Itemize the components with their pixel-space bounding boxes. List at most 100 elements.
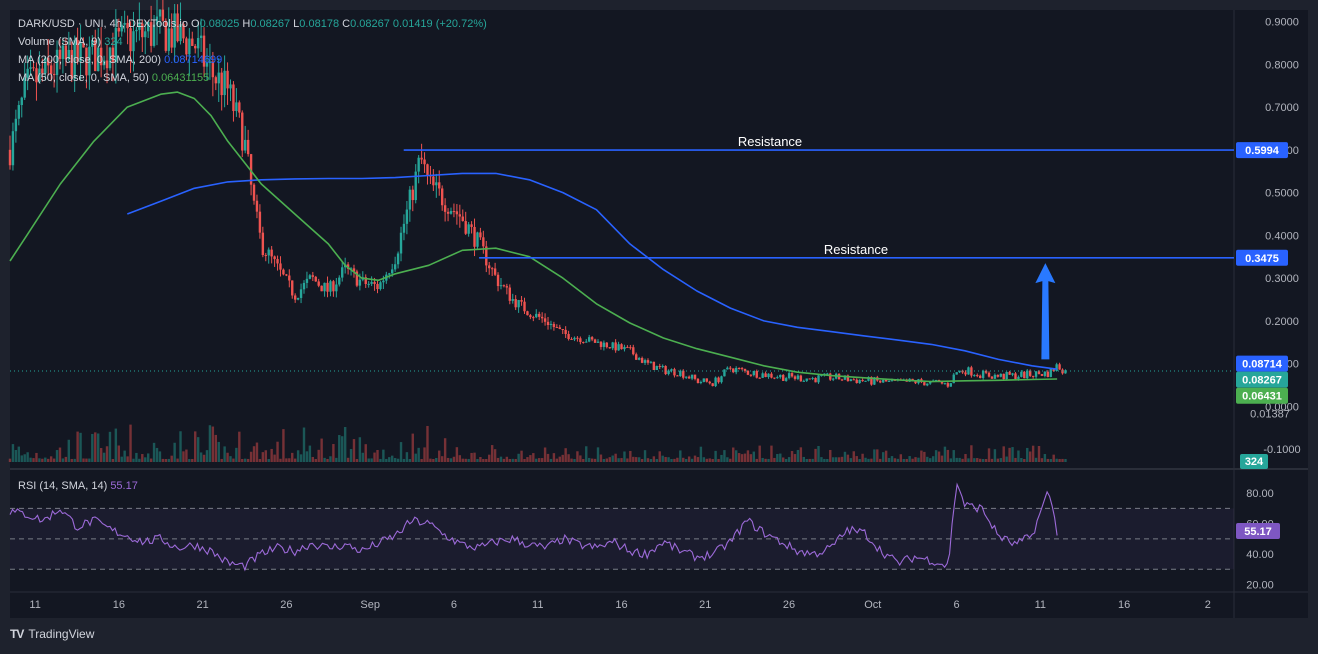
- tradingview-logo-icon: TV: [10, 627, 24, 641]
- volume-bar: [714, 450, 717, 462]
- candle-body: [305, 278, 309, 283]
- volume-bar: [490, 445, 494, 462]
- candle-body: [711, 383, 714, 387]
- volume-bar: [1031, 445, 1035, 462]
- candle-body: [358, 279, 362, 286]
- volume-bar: [649, 458, 653, 462]
- volume-bar: [255, 442, 259, 462]
- volume-bar: [220, 458, 223, 462]
- volume-bar: [299, 454, 303, 462]
- candle-body: [984, 370, 988, 373]
- rsi-tick-label: 80.00: [1246, 488, 1274, 500]
- volume-bar: [811, 458, 814, 462]
- volume-bar: [611, 455, 614, 462]
- resistance-2-badge: 0.3475: [1245, 253, 1279, 265]
- volume-bar: [79, 432, 82, 462]
- candle-body: [1023, 371, 1026, 379]
- volume-bar: [367, 458, 370, 462]
- candle-body: [291, 280, 294, 296]
- volume-bar: [970, 445, 973, 462]
- volume-bar: [52, 458, 56, 462]
- volume-bar: [291, 452, 294, 462]
- candle-body: [47, 57, 50, 66]
- volume-bar: [332, 444, 335, 462]
- candle-body: [846, 375, 850, 382]
- time-tick-label: 16: [615, 599, 627, 611]
- volume-bar: [158, 451, 162, 462]
- candle-body: [717, 377, 720, 383]
- volume-bar: [241, 458, 244, 462]
- volume-bar: [411, 433, 414, 462]
- volume-bar: [199, 452, 203, 462]
- rsi-line: [9, 482, 1058, 572]
- candle-body: [858, 379, 861, 384]
- tradingview-logo[interactable]: TV TradingView: [10, 627, 94, 641]
- volume-bar: [946, 449, 950, 462]
- volume-bar: [926, 456, 929, 462]
- volume-bar: [870, 458, 873, 462]
- volume-bar: [138, 458, 141, 462]
- time-tick-label: Oct: [864, 599, 881, 611]
- candle-body: [446, 211, 450, 214]
- volume-bar: [188, 458, 191, 462]
- volume-bars: [8, 424, 1067, 462]
- volume-bar: [420, 458, 423, 462]
- candle-body: [579, 338, 582, 343]
- volume-bar: [1058, 458, 1061, 462]
- candle-body: [455, 211, 459, 215]
- volume-bar: [729, 458, 732, 462]
- volume-bar: [637, 457, 641, 462]
- candle-body: [776, 377, 779, 379]
- volume-bar: [508, 458, 512, 462]
- candle-body: [223, 70, 226, 96]
- candle-body: [761, 373, 764, 378]
- volume-bar: [629, 450, 632, 462]
- volume-bar: [914, 457, 917, 462]
- candle-body: [76, 40, 79, 62]
- time-tick-label: 6: [954, 599, 960, 611]
- candle-body: [540, 316, 544, 319]
- volume-bar: [817, 446, 820, 462]
- candle-body: [820, 375, 823, 377]
- candle-body: [643, 360, 647, 363]
- volume-bar: [1052, 454, 1055, 462]
- candle-body: [881, 379, 885, 383]
- candle-body: [85, 47, 88, 76]
- candle-body: [690, 374, 694, 379]
- resistance-1-badge: 0.5994: [1245, 145, 1280, 157]
- candle-body: [829, 373, 832, 380]
- price-tick-label: 0.9000: [1265, 17, 1299, 29]
- volume-bar: [905, 458, 908, 462]
- volume-bar: [805, 458, 808, 462]
- volume-bar: [832, 457, 835, 462]
- close-badge-bg: [1236, 371, 1288, 388]
- volume-bar: [687, 456, 691, 462]
- volume-bar: [561, 454, 564, 462]
- price-axis: 0.90000.80000.70000.60000.50000.40000.30…: [1236, 17, 1301, 469]
- candle-body: [808, 378, 811, 380]
- volume-bar: [902, 458, 905, 462]
- candle-body: [396, 253, 400, 265]
- candle-body: [311, 275, 315, 277]
- candle-body: [796, 375, 800, 379]
- candle-body: [211, 61, 215, 78]
- volume-bar: [1002, 446, 1005, 462]
- time-tick-label: 21: [197, 599, 209, 611]
- volume-bar: [867, 458, 870, 462]
- volume-bar: [793, 454, 797, 462]
- candle-body: [1008, 371, 1011, 375]
- candle-body: [38, 68, 41, 83]
- candle-body: [317, 281, 320, 286]
- candle-body: [890, 379, 894, 381]
- candle-body: [473, 226, 476, 247]
- candle-body: [117, 27, 120, 32]
- candle-body: [699, 381, 703, 383]
- volume-bar: [141, 454, 144, 462]
- volume-bar: [223, 446, 226, 462]
- candle-body: [438, 182, 441, 189]
- candle-body: [241, 112, 244, 151]
- candle-body: [802, 380, 806, 382]
- volume-bar: [967, 458, 970, 462]
